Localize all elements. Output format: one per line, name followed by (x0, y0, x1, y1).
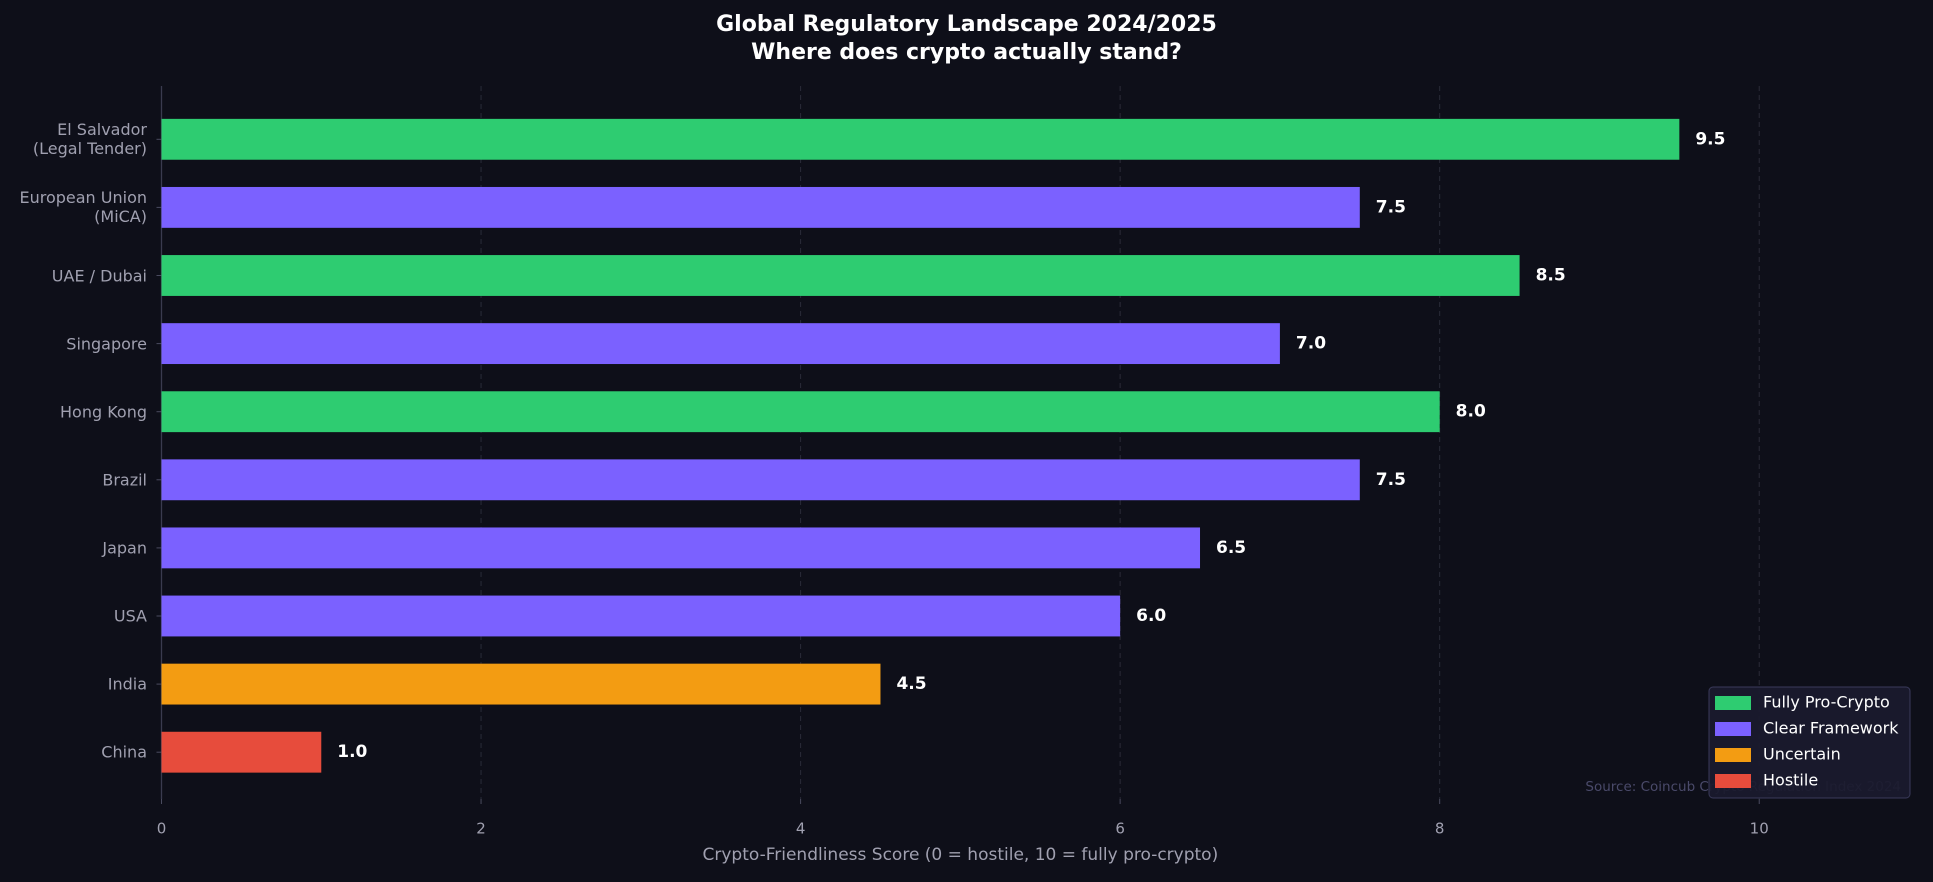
y-tick-label: Hong Kong (60, 402, 147, 422)
value-label: 4.5 (896, 674, 926, 694)
bar (161, 391, 1440, 433)
bar (161, 459, 1360, 501)
legend-box (1708, 686, 1911, 799)
y-tick-label: Brazil (102, 470, 147, 490)
legend-swatch (1715, 774, 1751, 788)
bar (161, 323, 1280, 365)
value-label: 7.0 (1296, 334, 1326, 354)
value-label: 9.5 (1695, 129, 1725, 149)
y-tick-label: European Union (MiCA) (19, 188, 147, 227)
x-tick-label: 2 (476, 820, 486, 838)
bar (161, 595, 1121, 637)
value-label: 6.5 (1216, 538, 1246, 558)
x-axis-label: Crypto-Friendliness Score (0 = hostile, … (702, 845, 1218, 865)
y-tick-label: Japan (102, 538, 147, 558)
x-tick-label: 8 (1435, 820, 1445, 838)
x-tick-label: 6 (1115, 820, 1125, 838)
legend-label: Clear Framework (1763, 719, 1899, 738)
legend-swatch (1715, 696, 1751, 710)
bar (161, 731, 322, 773)
legend-label: Fully Pro-Crypto (1763, 693, 1890, 712)
x-tick-label: 10 (1750, 820, 1769, 838)
y-tick-label: El Salvador (Legal Tender) (32, 120, 147, 159)
x-tick-label: 0 (157, 820, 167, 838)
value-label: 7.5 (1376, 197, 1406, 217)
legend: Fully Pro-Crypto Clear Framework Uncertain… (1708, 686, 1911, 799)
value-label: 7.5 (1376, 470, 1406, 490)
y-tick-label: UAE / Dubai (51, 266, 147, 285)
x-tick-label: 4 (796, 820, 806, 838)
legend-label: Uncertain (1763, 745, 1841, 764)
bar (161, 118, 1680, 160)
y-tick-label: Singapore (66, 334, 147, 354)
value-label: 6.0 (1136, 606, 1166, 626)
legend-swatch (1715, 748, 1751, 762)
value-label: 8.5 (1536, 266, 1566, 286)
bar (161, 186, 1360, 228)
y-tick-label: China (101, 742, 147, 762)
bar (161, 255, 1520, 296)
y-tick-label: India (107, 674, 147, 694)
y-tick-label: USA (113, 606, 147, 626)
bar (161, 527, 1201, 569)
chart-title: Global Regulatory Landscape 2024/2025 Wh… (716, 12, 1217, 65)
value-label: 8.0 (1456, 402, 1486, 422)
legend-swatch (1715, 722, 1751, 736)
value-label: 1.0 (337, 742, 367, 762)
bar (161, 663, 881, 705)
legend-label: Hostile (1763, 771, 1818, 790)
